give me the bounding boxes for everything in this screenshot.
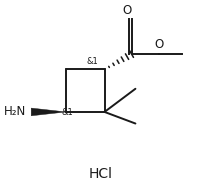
Text: O: O — [154, 38, 163, 51]
Polygon shape — [31, 108, 66, 116]
Text: H₂N: H₂N — [4, 105, 26, 119]
Text: O: O — [123, 4, 132, 17]
Text: &1: &1 — [86, 57, 98, 66]
Text: HCl: HCl — [89, 167, 113, 181]
Text: &1: &1 — [62, 108, 73, 117]
